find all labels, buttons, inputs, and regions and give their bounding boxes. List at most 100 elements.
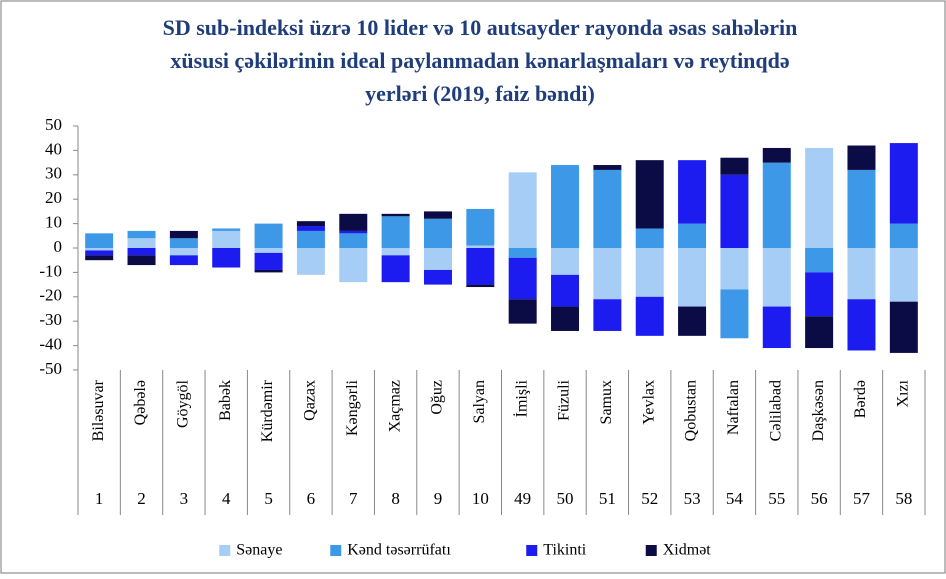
x-tick-label: Füzuli <box>556 379 573 420</box>
rank-label: 10 <box>472 489 489 508</box>
x-tick-label: Xızı <box>894 379 911 407</box>
x-tick-label: Daşkəsən <box>810 380 827 441</box>
bar-segment <box>720 289 749 339</box>
bar-segment <box>339 233 368 248</box>
bar-segment <box>635 296 664 336</box>
bar-segment <box>296 221 325 227</box>
bar-segment <box>254 252 283 270</box>
x-tick-label: Babək <box>217 380 234 421</box>
bar-segment <box>212 228 241 231</box>
bar-segment <box>466 284 495 288</box>
bar-segment <box>762 248 791 307</box>
bar-segment <box>212 230 241 248</box>
bar-segment <box>466 248 495 285</box>
bar-segment <box>720 157 749 175</box>
rank-label: 3 <box>180 489 189 508</box>
bar-segment <box>127 248 156 256</box>
bar-segment <box>423 211 452 219</box>
bar-segment <box>847 145 876 170</box>
bar-segment <box>678 223 707 248</box>
bar-segment <box>847 169 876 248</box>
y-tick-label: -10 <box>39 261 62 280</box>
y-tick-label: -50 <box>39 359 62 378</box>
bar-segment <box>212 248 241 268</box>
bar-segment <box>466 245 495 248</box>
rank-label: 7 <box>349 489 358 508</box>
x-tick-label: Oğuz <box>429 380 446 415</box>
rank-label: 8 <box>391 489 400 508</box>
chart-title: SD sub-indeksi üzrə 10 lider və 10 autsa… <box>163 15 798 40</box>
bar-segment <box>381 213 410 217</box>
x-tick-label: Naftalan <box>725 380 742 435</box>
bar-segment <box>720 248 749 290</box>
legend-swatch <box>330 545 342 556</box>
rank-label: 54 <box>726 489 744 508</box>
rank-label: 9 <box>434 489 443 508</box>
bar-segment <box>169 255 198 266</box>
bar-segment <box>889 301 918 353</box>
x-tick-label: Qazax <box>302 380 319 421</box>
y-tick-label: 50 <box>45 115 62 134</box>
bar-segment <box>678 160 707 224</box>
chart-title: yerləri (2019, faiz bəndi) <box>365 81 595 106</box>
x-tick-label: Qobustan <box>683 380 700 441</box>
bar-segment <box>805 316 834 349</box>
bar-segment <box>593 169 622 248</box>
bar-segment <box>551 274 580 307</box>
rank-label: 51 <box>599 489 616 508</box>
rank-label: 52 <box>641 489 658 508</box>
x-tick-label: Kəngərli <box>344 379 361 436</box>
bar-segment <box>508 172 537 248</box>
legend-swatch <box>219 545 231 556</box>
legend-label: Kənd təsərrüfatı <box>347 542 451 559</box>
legend-label: Sənaye <box>236 542 282 559</box>
bar-segment <box>762 147 791 163</box>
bar-segment <box>508 299 537 324</box>
legend-label: Xidmət <box>663 542 712 559</box>
bar-segment <box>381 255 410 283</box>
y-tick-label: 30 <box>45 164 62 183</box>
legend-swatch <box>645 545 657 556</box>
y-tick-label: -20 <box>39 286 62 305</box>
x-tick-label: Xaçmaz <box>386 380 403 432</box>
legend-swatch <box>526 545 538 556</box>
rank-label: 1 <box>95 489 104 508</box>
x-tick-label: Samux <box>598 380 615 424</box>
bar-segment <box>85 248 114 251</box>
rank-label: 5 <box>264 489 273 508</box>
bar-segment <box>889 223 918 248</box>
rank-label: 55 <box>768 489 785 508</box>
rank-label: 2 <box>137 489 146 508</box>
bar-segment <box>678 248 707 307</box>
bar-segment <box>762 162 791 248</box>
bar-segment <box>551 165 580 248</box>
bar-segment <box>381 248 410 256</box>
bar-segment <box>169 230 198 239</box>
bar-segment <box>889 143 918 224</box>
rank-label: 53 <box>684 489 701 508</box>
x-tick-label: Qəbələ <box>132 380 149 425</box>
bar-segment <box>296 248 325 275</box>
x-tick-label: Kürdəmir <box>259 379 276 442</box>
x-tick-label: Bərdə <box>852 380 869 418</box>
x-tick-label: Salyan <box>471 380 488 424</box>
bar-segment <box>847 299 876 351</box>
bar-segment <box>339 248 368 283</box>
bar-segment <box>508 248 537 258</box>
bar-segment <box>254 269 283 273</box>
bar-segment <box>127 255 156 266</box>
rank-label: 49 <box>514 489 531 508</box>
bar-segment <box>85 255 114 261</box>
chart-title: xüsusi çəkilərinin ideal paylanmadan kən… <box>170 48 790 73</box>
bar-segment <box>889 248 918 302</box>
bar-segment <box>127 238 156 248</box>
y-tick-label: 40 <box>45 139 62 158</box>
bar-segment <box>508 257 537 300</box>
bar-segment <box>805 147 834 248</box>
bar-segment <box>593 299 622 331</box>
y-tick-label: -30 <box>39 310 62 329</box>
bar-segment <box>805 248 834 273</box>
x-tick-label: Biləsuvar <box>90 379 107 441</box>
x-tick-label: Yevlax <box>640 380 657 425</box>
bar-segment <box>635 228 664 248</box>
